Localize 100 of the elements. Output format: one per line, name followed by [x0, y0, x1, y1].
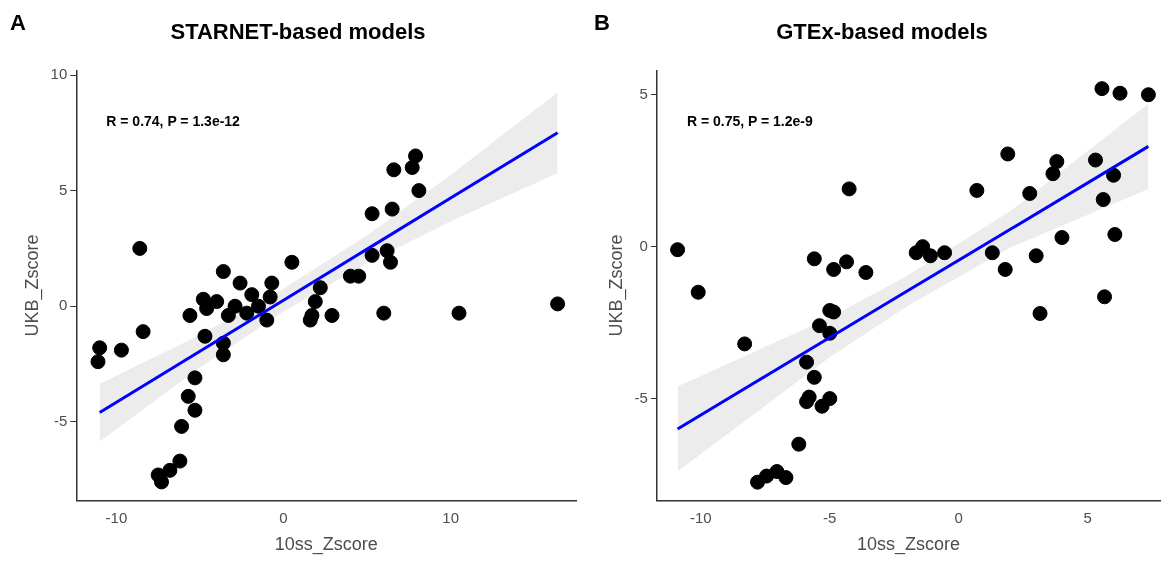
point	[180, 388, 196, 404]
x-tick-label: -5	[823, 508, 837, 526]
point	[284, 254, 300, 270]
point	[451, 305, 467, 321]
point	[411, 183, 427, 199]
point	[135, 324, 151, 340]
point	[113, 342, 129, 358]
x-tick-label: -10	[105, 508, 128, 526]
point	[199, 301, 215, 317]
point	[364, 247, 380, 263]
point	[187, 370, 203, 386]
point	[791, 436, 807, 452]
point	[778, 470, 794, 486]
x-axis-title: 10ss_Zscore	[274, 534, 378, 556]
point	[174, 418, 190, 434]
point	[379, 243, 395, 259]
point	[922, 248, 938, 264]
y-tick-label: 5	[58, 180, 68, 198]
point	[801, 389, 817, 405]
point	[997, 261, 1013, 277]
point	[404, 160, 420, 175]
point	[239, 305, 255, 321]
point	[806, 369, 822, 385]
point	[1054, 230, 1070, 246]
point	[841, 181, 857, 197]
point	[1097, 289, 1113, 305]
point	[811, 318, 827, 334]
point	[1140, 87, 1156, 103]
point	[408, 148, 424, 164]
point	[1032, 306, 1048, 322]
x-tick-label: 0	[279, 508, 288, 526]
point	[264, 275, 280, 291]
point	[1000, 146, 1016, 162]
point	[132, 240, 148, 256]
point	[1107, 227, 1123, 242]
point	[162, 462, 178, 478]
point	[550, 296, 566, 312]
point	[1028, 248, 1044, 264]
chart-title: STARNET-based models	[170, 19, 426, 45]
annotation: R = 0.74, P = 1.3e-12	[106, 113, 241, 130]
point	[209, 294, 225, 310]
point	[182, 307, 198, 323]
y-tick-label: -5	[53, 411, 68, 429]
chart-title: GTEx-based models	[776, 19, 988, 45]
point	[215, 264, 231, 280]
point	[376, 305, 392, 321]
point	[1049, 154, 1065, 170]
point	[799, 354, 815, 370]
x-axis-title: 10ss_Zscore	[856, 534, 960, 556]
point	[822, 391, 838, 407]
point	[937, 245, 953, 261]
point	[1112, 85, 1128, 101]
point	[262, 289, 278, 305]
text: A	[10, 10, 26, 36]
point	[839, 254, 855, 270]
point	[197, 328, 213, 344]
x-tick-label: 5	[1083, 508, 1092, 526]
point	[984, 245, 1000, 261]
point	[232, 275, 248, 291]
point	[307, 294, 323, 310]
point	[1106, 167, 1122, 183]
point	[1088, 152, 1104, 168]
point	[382, 254, 398, 270]
point	[90, 354, 106, 370]
point	[690, 284, 706, 300]
y-tick-label: 0	[639, 236, 648, 254]
y-tick-label: 5	[639, 84, 648, 102]
x-tick-label: 10	[442, 508, 459, 526]
point	[969, 182, 985, 198]
point	[1094, 81, 1110, 97]
point	[312, 280, 328, 296]
point	[737, 336, 753, 352]
point	[250, 298, 266, 314]
y-tick-label: -5	[634, 388, 648, 406]
point	[259, 312, 275, 328]
point	[187, 402, 203, 418]
point	[364, 206, 380, 222]
point	[1022, 185, 1038, 201]
y-axis-title: UKB_Zscore	[21, 234, 43, 337]
y-tick-label: 0	[58, 296, 68, 314]
point	[670, 242, 686, 258]
point	[386, 162, 402, 178]
y-axis-title: UKB_Zscore	[605, 234, 627, 337]
point	[172, 453, 188, 469]
y-tick-label: 10	[50, 65, 68, 83]
text: B	[594, 10, 610, 36]
point	[324, 307, 340, 323]
annotation: R = 0.75, P = 1.2e-9	[686, 113, 813, 130]
point	[92, 340, 108, 356]
x-tick-label: -10	[689, 508, 712, 526]
point	[826, 304, 842, 320]
point	[858, 264, 874, 280]
point	[1045, 166, 1061, 182]
point	[384, 201, 400, 217]
point	[227, 298, 243, 314]
point	[826, 261, 842, 277]
point	[244, 287, 260, 303]
point	[1095, 192, 1111, 208]
point	[806, 251, 822, 267]
x-tick-label: 0	[954, 508, 963, 526]
